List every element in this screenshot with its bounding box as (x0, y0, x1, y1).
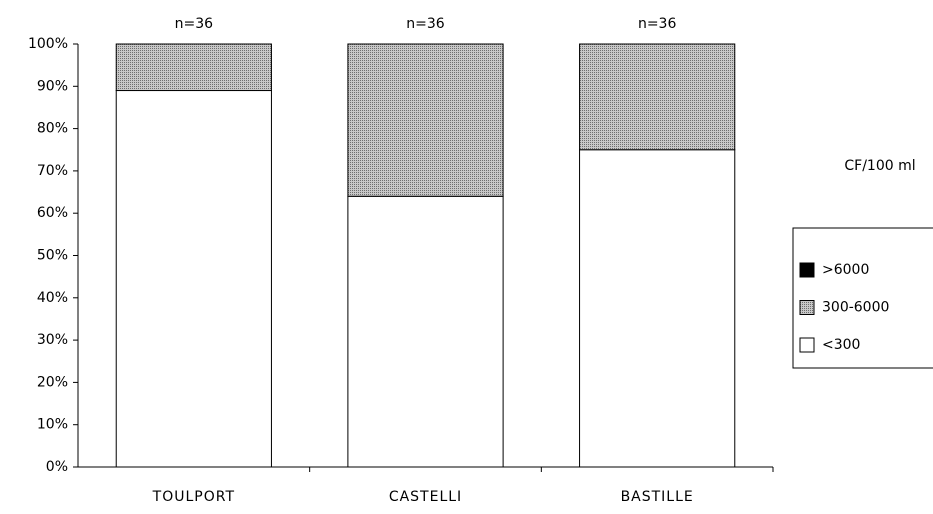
y-tick-label: 100% (28, 36, 68, 52)
legend-title: CF/100 ml (844, 158, 915, 174)
y-tick-label: 50% (37, 248, 68, 264)
y-tick-label: 70% (37, 163, 68, 179)
y-tick-label: 10% (37, 417, 68, 433)
x-tick-label: TOULPORT (152, 489, 235, 505)
annotation: n=36 (175, 16, 214, 32)
bar-segment (579, 43, 736, 151)
legend-swatch (799, 262, 815, 278)
legend-label: 300-6000 (822, 300, 889, 316)
y-tick-label: 20% (37, 374, 68, 390)
x-tick-label: BASTILLE (621, 489, 694, 505)
y-tick-label: 60% (37, 205, 68, 221)
y-tick-label: 0% (46, 459, 68, 475)
y-tick-label: 80% (37, 121, 68, 137)
bar-segment (347, 195, 504, 468)
bar-segment (115, 43, 272, 92)
legend-label: <300 (822, 337, 860, 353)
legend-swatch (799, 300, 815, 315)
y-tick-label: 40% (37, 290, 68, 306)
bar-segment (347, 43, 504, 197)
annotation: n=36 (638, 16, 677, 32)
y-tick-label: 90% (37, 78, 68, 94)
legend-swatch (799, 337, 815, 353)
legend-box (792, 227, 933, 369)
annotation: n=36 (406, 16, 445, 32)
x-tick-label: CASTELLI (389, 489, 462, 505)
legend-label: >6000 (822, 262, 869, 278)
bar-segment (115, 90, 272, 468)
y-tick-label: 30% (37, 332, 68, 348)
bar-segment (579, 149, 736, 468)
